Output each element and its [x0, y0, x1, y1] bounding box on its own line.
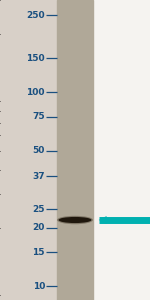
Text: 150: 150 — [26, 54, 45, 63]
Ellipse shape — [57, 216, 93, 224]
Text: 15: 15 — [33, 248, 45, 257]
Ellipse shape — [58, 217, 92, 223]
Text: 75: 75 — [32, 112, 45, 121]
Text: 100: 100 — [27, 88, 45, 97]
Bar — [0, 0, 93, 300]
Text: 37: 37 — [32, 172, 45, 181]
Text: 250: 250 — [26, 11, 45, 20]
Text: 10: 10 — [33, 282, 45, 291]
Text: 50: 50 — [33, 146, 45, 155]
Text: 20: 20 — [33, 224, 45, 232]
Bar — [57, 0, 93, 300]
Bar — [93, 0, 150, 300]
Text: 25: 25 — [33, 205, 45, 214]
